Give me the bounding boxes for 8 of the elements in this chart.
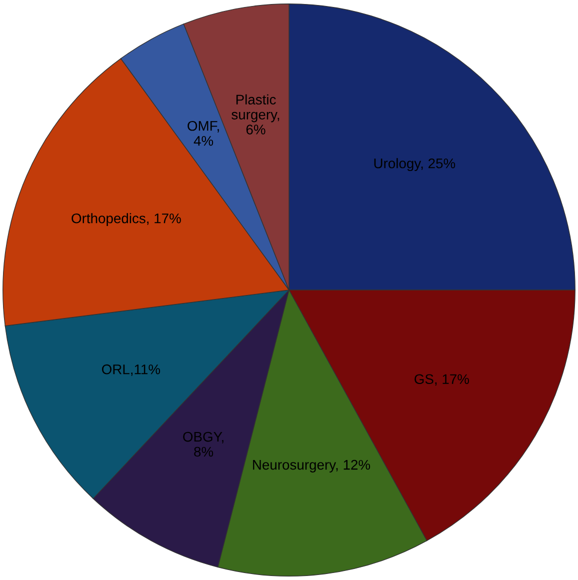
slice-label: OMF, 4% (188, 120, 219, 146)
slice-label: Plastic surgery, 6% (232, 94, 280, 134)
slice-label: GS, 17% (414, 374, 469, 386)
slice-label: Neurosurgery, 12% (253, 460, 370, 472)
slice-label: ORL,11% (102, 364, 160, 376)
slice-label: OBGY, 8% (183, 432, 224, 457)
slice-label: Orthopedics, 17% (72, 213, 181, 226)
slice-label: Urology, 25% (374, 158, 456, 172)
